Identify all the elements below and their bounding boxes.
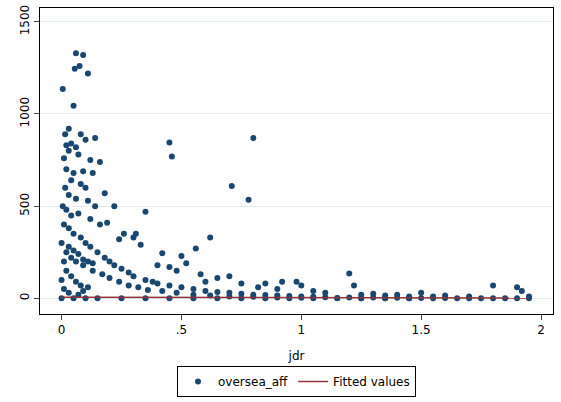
svg-text:.5: .5 [176, 323, 187, 337]
svg-text:jdr: jdr [288, 349, 305, 363]
svg-text:Fitted values: Fitted values [333, 375, 410, 389]
svg-text:2: 2 [537, 323, 545, 337]
svg-text:1: 1 [297, 323, 305, 337]
svg-text:0: 0 [18, 293, 32, 301]
svg-text:oversea_aff: oversea_aff [218, 375, 288, 389]
svg-text:1.5: 1.5 [412, 323, 431, 337]
svg-text:500: 500 [18, 193, 32, 216]
svg-text:1500: 1500 [18, 5, 32, 36]
svg-text:0: 0 [58, 323, 66, 337]
svg-text:1000: 1000 [18, 97, 32, 128]
